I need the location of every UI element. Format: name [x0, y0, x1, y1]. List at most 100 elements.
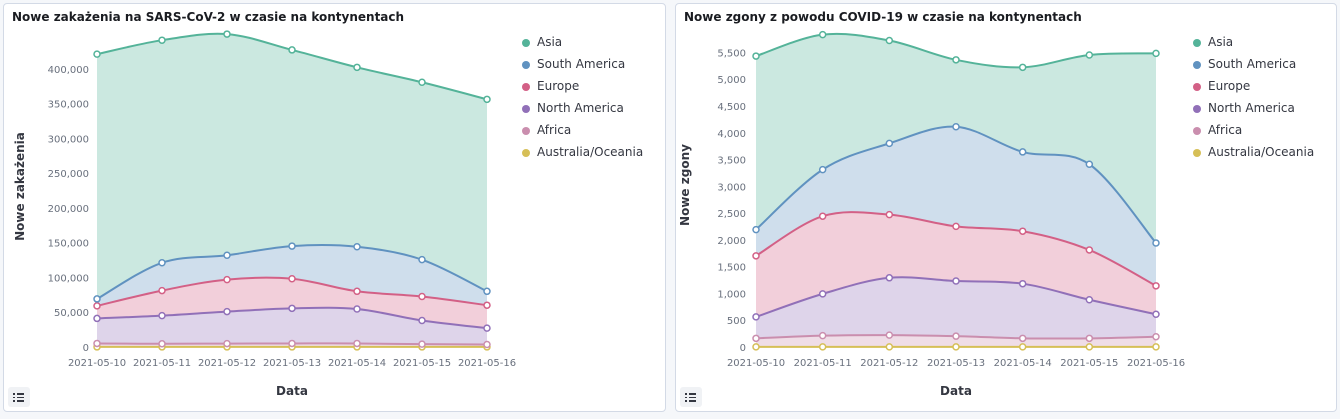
point-south-america[interactable] [93, 295, 101, 303]
point-africa[interactable] [1085, 334, 1094, 343]
legend-item[interactable]: Africa [522, 120, 665, 142]
point-europe[interactable] [288, 275, 296, 283]
legend-item[interactable]: North America [522, 98, 665, 120]
point-asia[interactable] [952, 56, 960, 64]
point-africa[interactable] [1152, 332, 1160, 341]
point-africa[interactable] [1018, 334, 1027, 343]
point-north-america[interactable] [418, 316, 426, 325]
point-europe[interactable] [1018, 227, 1027, 235]
point-asia[interactable] [1152, 49, 1160, 58]
point-africa[interactable] [93, 339, 101, 348]
point-north-america[interactable] [1152, 310, 1160, 318]
point-north-america[interactable] [288, 304, 296, 313]
point-south-america[interactable] [885, 139, 894, 148]
point-north-america[interactable] [885, 274, 894, 282]
point-europe[interactable] [818, 212, 827, 220]
legend-item[interactable]: Asia [522, 32, 665, 54]
point-north-america[interactable] [353, 305, 361, 313]
point-asia[interactable] [1018, 63, 1027, 72]
point-australia-oceania[interactable] [1018, 343, 1027, 351]
panel-deaths: Nowe zgony z powodu COVID-19 w czasie na… [675, 3, 1337, 412]
legend-toggle-button[interactable] [680, 387, 702, 407]
point-africa[interactable] [288, 339, 296, 348]
legend-item[interactable]: Europe [522, 76, 665, 98]
point-south-america[interactable] [483, 287, 491, 296]
legend-item[interactable]: Africa [1193, 120, 1336, 142]
y-tick-label: 3,500 [717, 156, 746, 167]
point-south-america[interactable] [418, 255, 426, 264]
point-south-america[interactable] [1018, 148, 1027, 156]
point-south-america[interactable] [1152, 239, 1160, 247]
legend-item[interactable]: South America [1193, 54, 1336, 76]
point-europe[interactable] [952, 222, 960, 231]
point-africa[interactable] [418, 340, 426, 348]
point-australia-oceania[interactable] [952, 343, 960, 351]
point-australia-oceania[interactable] [1085, 343, 1094, 351]
point-asia[interactable] [818, 30, 827, 39]
legend-swatch [522, 105, 530, 113]
x-tick-label: 2021-05-12 [198, 358, 256, 369]
legend-item[interactable]: Australia/Oceania [522, 142, 665, 164]
legend-item[interactable]: South America [522, 54, 665, 76]
point-asia[interactable] [158, 36, 166, 44]
point-europe[interactable] [353, 287, 361, 296]
point-asia[interactable] [483, 95, 491, 104]
x-tick-label: 2021-05-16 [1127, 358, 1185, 369]
legend-toggle-button[interactable] [8, 387, 30, 407]
point-africa[interactable] [223, 339, 231, 348]
point-africa[interactable] [158, 340, 166, 348]
point-north-america[interactable] [223, 307, 231, 316]
point-australia-oceania[interactable] [752, 343, 760, 351]
point-europe[interactable] [158, 286, 166, 295]
point-south-america[interactable] [288, 242, 296, 250]
point-australia-oceania[interactable] [885, 343, 894, 351]
point-north-america[interactable] [483, 324, 491, 332]
point-asia[interactable] [1085, 51, 1094, 59]
point-africa[interactable] [952, 332, 960, 340]
point-south-america[interactable] [818, 165, 827, 174]
point-north-america[interactable] [752, 313, 760, 321]
y-tick-label: 4,000 [717, 129, 746, 140]
point-south-america[interactable] [952, 123, 960, 131]
point-north-america[interactable] [158, 311, 166, 320]
point-europe[interactable] [223, 275, 231, 284]
point-asia[interactable] [353, 63, 361, 72]
legend-item[interactable]: Australia/Oceania [1193, 142, 1336, 164]
point-north-america[interactable] [952, 277, 960, 285]
point-asia[interactable] [418, 78, 426, 87]
legend-swatch [1193, 105, 1201, 113]
point-north-america[interactable] [818, 290, 827, 298]
point-africa[interactable] [483, 340, 491, 349]
point-north-america[interactable] [1018, 279, 1027, 288]
point-europe[interactable] [1152, 282, 1160, 290]
point-south-america[interactable] [353, 243, 361, 251]
point-north-america[interactable] [93, 314, 101, 323]
point-south-america[interactable] [752, 225, 760, 234]
point-asia[interactable] [223, 30, 231, 38]
point-europe[interactable] [418, 292, 426, 301]
point-africa[interactable] [885, 331, 894, 339]
point-asia[interactable] [752, 52, 760, 60]
y-tick-label: 1,500 [717, 263, 746, 274]
point-africa[interactable] [752, 334, 760, 343]
point-australia-oceania[interactable] [1152, 343, 1160, 351]
point-europe[interactable] [483, 301, 491, 309]
point-north-america[interactable] [1085, 296, 1094, 304]
point-europe[interactable] [93, 302, 101, 310]
point-europe[interactable] [752, 252, 760, 260]
point-south-america[interactable] [158, 259, 166, 267]
point-asia[interactable] [288, 46, 296, 54]
point-africa[interactable] [818, 331, 827, 340]
point-australia-oceania[interactable] [818, 343, 827, 351]
point-europe[interactable] [885, 210, 894, 219]
point-asia[interactable] [885, 36, 894, 45]
point-africa[interactable] [353, 339, 361, 348]
point-south-america[interactable] [1085, 160, 1094, 169]
point-europe[interactable] [1085, 246, 1094, 254]
legend-item[interactable]: North America [1193, 98, 1336, 120]
point-asia[interactable] [93, 50, 101, 58]
legend-item[interactable]: Europe [1193, 76, 1336, 98]
x-tick-label: 2021-05-10 [68, 358, 126, 369]
legend-item[interactable]: Asia [1193, 32, 1336, 54]
point-south-america[interactable] [223, 251, 231, 260]
